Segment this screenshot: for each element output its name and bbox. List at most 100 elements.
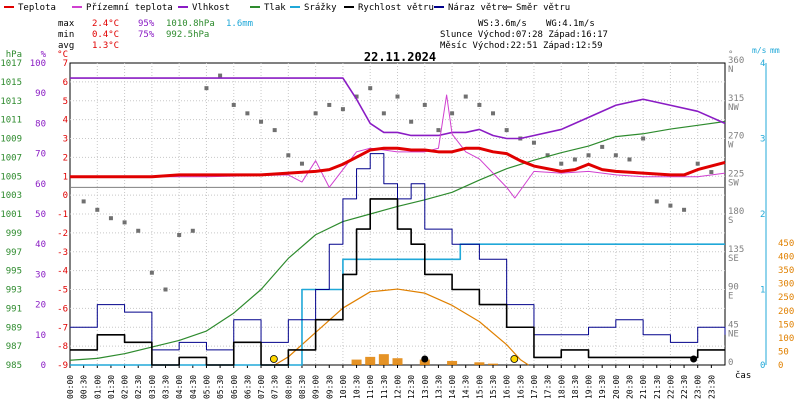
wind-dir-point-13 [259, 119, 264, 124]
temp-tick-16: -9 [57, 361, 68, 371]
pct-unit-label: % [41, 50, 47, 60]
hpa-tick-16: 985 [6, 361, 22, 371]
wind-dir-point-17 [313, 111, 318, 116]
temp-tick-2: 5 [63, 97, 68, 107]
wind-dir-point-37 [586, 153, 591, 158]
hpa-tick-9: 999 [6, 229, 22, 239]
x-tick-label-37: 18:30 [571, 375, 580, 399]
x-tick-label-19: 09:30 [325, 375, 334, 399]
x-tick-label-14: 07:00 [257, 375, 266, 399]
wind-dir-point-23 [395, 94, 400, 99]
x-tick-label-3: 01:30 [107, 375, 116, 399]
x-tick-label-29: 14:30 [462, 375, 471, 399]
wind-dir-point-29 [477, 102, 482, 107]
temp-tick-6: 1 [63, 172, 68, 182]
hpa-unit-label: hPa [6, 50, 22, 60]
dir-compass-2: W [728, 141, 734, 151]
wind-dir-point-26 [436, 128, 441, 133]
wind-dir-point-6 [163, 287, 168, 292]
wind-dir-point-34 [545, 153, 550, 158]
dir-tick-2: 270 [728, 132, 744, 142]
x-tick-label-40: 20:00 [612, 375, 621, 399]
temp-tick-15: -8 [57, 342, 68, 352]
hpa-tick-14: 989 [6, 323, 22, 333]
plot-area [69, 73, 726, 366]
legend-label-7: Směr větru [516, 3, 570, 13]
wind-dir-point-42 [654, 199, 659, 204]
hpa-tick-8: 1001 [0, 210, 22, 220]
pct-tick-4: 60 [35, 180, 46, 190]
wind-dir-point-30 [491, 111, 496, 116]
pct-tick-0: 100 [30, 59, 46, 69]
dir-compass-6: E [728, 292, 733, 302]
pct-tick-6: 40 [35, 240, 46, 250]
wind-dir-point-15 [286, 153, 291, 158]
x-tick-label-13: 06:30 [243, 375, 252, 399]
hpa-tick-11: 995 [6, 267, 22, 277]
x-tick-label-39: 19:30 [598, 375, 607, 399]
x-tick-label-32: 16:00 [503, 375, 512, 399]
x-tick-label-35: 17:30 [544, 375, 553, 399]
x-tick-label-38: 19:00 [585, 375, 594, 399]
dir-tick-4: 180 [728, 207, 744, 217]
wm2-tick-3: 300 [778, 280, 794, 290]
wind-dir-point-2 [108, 216, 113, 221]
dir-tick-1: 315 [728, 94, 744, 104]
hpa-tick-4: 1009 [0, 135, 22, 145]
legend-label-4: Srážky [304, 3, 337, 13]
x-tick-label-30: 15:00 [475, 375, 484, 399]
ms-tick-3: 1 [760, 286, 765, 296]
x-tick-label-25: 12:30 [407, 375, 416, 399]
sunset-marker [510, 355, 519, 363]
wind-dir-point-3 [122, 220, 127, 225]
legend-label-6: Náraz větru [448, 3, 508, 13]
stat-sun: Slunce Východ:07:28 Západ:16:17 [440, 30, 608, 40]
x-tick-label-2: 01:00 [93, 375, 102, 399]
legend-label-1: Přízemní teplota [86, 3, 173, 13]
pct-tick-8: 20 [35, 301, 46, 311]
wind-dir-point-43 [668, 203, 673, 208]
temp-tick-8: -1 [57, 210, 68, 220]
dir-compass-7: NE [728, 329, 739, 339]
wind-dir-point-38 [600, 144, 605, 149]
x-tick-label-28: 14:00 [448, 375, 457, 399]
wind-dir-point-33 [531, 140, 536, 145]
stat-min-label: min [58, 30, 74, 40]
wind-dir-point-4 [136, 228, 141, 233]
wind-dir-point-40 [627, 157, 632, 162]
dir-compass-0: N [728, 65, 733, 75]
wind-dir-point-21 [368, 86, 373, 91]
temp-tick-7: 0 [63, 191, 68, 201]
solar-bar-0 [351, 359, 362, 365]
legend-label-5: Rychlost větru [358, 3, 434, 13]
wind-dir-point-31 [504, 128, 509, 133]
solar-curve [274, 288, 529, 366]
wm2-tick-2: 350 [778, 266, 794, 276]
stat-max-rain: 1.6mm [226, 19, 253, 29]
wind-gust-line [70, 153, 726, 351]
x-tick-label-10: 05:00 [202, 375, 211, 399]
stat-max-hum: 95% [138, 19, 155, 29]
pct-tick-10: 0 [41, 361, 46, 371]
dir-tick-5: 135 [728, 245, 744, 255]
wind-dir-point-22 [381, 111, 386, 116]
dir-tick-6: 90 [728, 283, 739, 293]
stat-min-hum: 75% [138, 30, 155, 40]
x-tick-label-22: 11:00 [366, 375, 375, 399]
pct-tick-2: 80 [35, 119, 46, 129]
legend-label-2: Vlhkost [192, 3, 230, 13]
wind-dir-point-24 [409, 119, 414, 124]
temperature-line [70, 146, 726, 179]
pct-tick-9: 10 [35, 331, 46, 341]
moonrise-marker [690, 355, 698, 363]
temp-tick-0: 7 [63, 59, 68, 69]
wind-dir-point-18 [327, 102, 332, 107]
x-tick-label-1: 00:30 [80, 375, 89, 399]
wind-dir-point-14 [272, 128, 277, 133]
x-tick-label-45: 22:30 [680, 375, 689, 399]
legend-label-0: Teplota [18, 3, 56, 13]
axes: 1017101510131011100910071005100310019999… [0, 46, 794, 399]
x-tick-label-17: 08:30 [298, 375, 307, 399]
dir-tick-8: 0 [728, 358, 733, 368]
